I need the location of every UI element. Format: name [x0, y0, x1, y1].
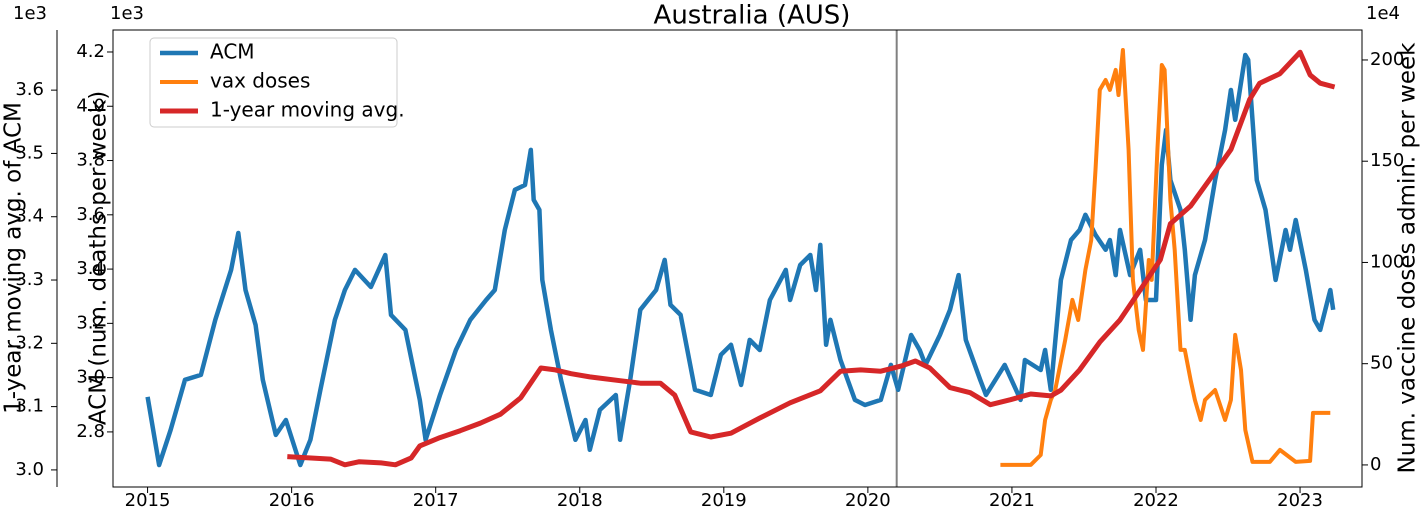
y3-tick-label: 3.6 [15, 79, 44, 100]
x-tick-label: 2019 [701, 490, 747, 511]
y2-tick-label: 100 [1370, 251, 1404, 272]
y-tick-label: 3.2 [76, 312, 105, 333]
y3-tick-label: 3.2 [15, 332, 44, 353]
y-tick-label: 4.2 [76, 41, 105, 62]
y3-label: 1-year moving avg. of ACM [1, 102, 27, 414]
series-line [1000, 48, 1331, 467]
y3-tick-label: 3.0 [15, 459, 44, 480]
x-tick-label: 2017 [413, 490, 459, 511]
x-tick-label: 2021 [989, 490, 1035, 511]
legend-box [149, 37, 398, 128]
y-tick-label: 3.0 [76, 367, 105, 388]
x-tick-label: 2020 [845, 490, 891, 511]
y-tick-label: 4.0 [76, 95, 105, 116]
y2-tick-label: 50 [1370, 353, 1393, 374]
y3-tick-label: 3.5 [15, 142, 44, 163]
y3-tick-label: 3.4 [15, 206, 44, 227]
y-label: ACM (num. deaths per week) [86, 91, 112, 425]
legend: ACM vax doses 1-year moving avg. [149, 37, 405, 128]
y3-tick-label: 3.1 [15, 396, 44, 417]
y2-tick-label: 150 [1370, 150, 1404, 171]
y-tick-label: 3.8 [76, 150, 105, 171]
y-tick-label: 3.6 [76, 204, 105, 225]
legend-label: ACM [210, 40, 255, 64]
plot-frame [112, 29, 1363, 488]
y-offset: 1e3 [110, 3, 144, 24]
y-tick-label: 3.4 [76, 258, 105, 279]
y3-offset: 1e3 [13, 3, 47, 24]
y2-tick-label: 0 [1370, 454, 1381, 475]
legend-label: vax doses [210, 69, 310, 93]
chart-title: Australia (AUS) [654, 1, 851, 31]
y-tick-label: 2.8 [76, 421, 105, 442]
x-tick-label: 2016 [269, 490, 315, 511]
x-tick-label: 2022 [1133, 490, 1179, 511]
x-tick-label: 2015 [125, 490, 171, 511]
y2-label: Num. vaccine doses admin. per week [1395, 42, 1421, 474]
legend-label: 1-year moving avg. [210, 98, 405, 122]
series-line [287, 49, 1336, 468]
y2-offset: 1e4 [1366, 3, 1400, 24]
y3-tick-label: 3.3 [15, 269, 44, 290]
x-tick-label: 2023 [1277, 490, 1323, 511]
y2-tick-label: 200 [1370, 49, 1404, 70]
x-tick-label: 2018 [557, 490, 603, 511]
